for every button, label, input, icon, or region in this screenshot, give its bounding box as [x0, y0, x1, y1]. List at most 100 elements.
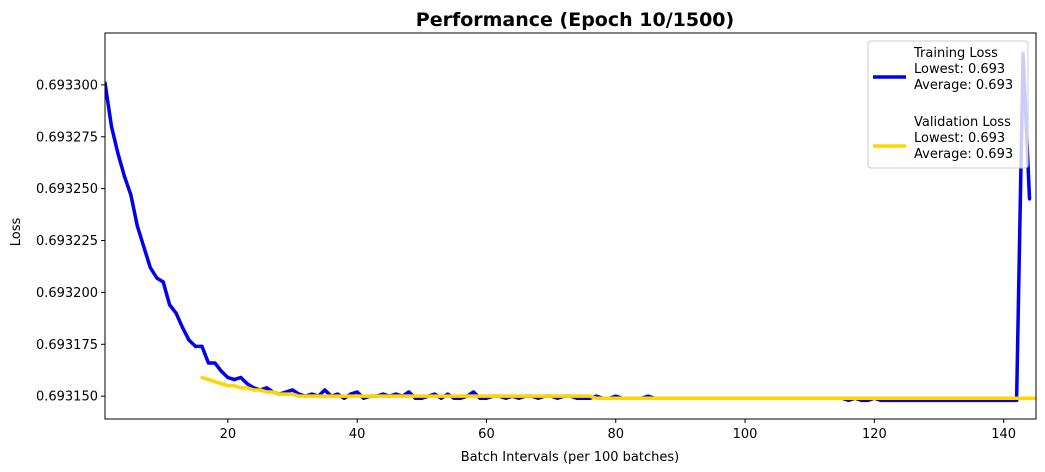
data-point — [840, 396, 844, 400]
data-point — [918, 396, 922, 400]
data-point — [245, 386, 249, 390]
data-point — [265, 386, 269, 390]
data-point — [1027, 396, 1032, 400]
data-point — [400, 394, 405, 398]
series-validation-loss — [200, 375, 1036, 400]
data-point — [239, 386, 243, 390]
data-point — [213, 380, 217, 384]
x-tick-label: 80 — [607, 427, 624, 442]
data-point — [607, 396, 611, 400]
data-point — [297, 394, 301, 398]
data-point — [271, 390, 275, 394]
data-point — [594, 396, 598, 400]
legend-label: Training Loss — [913, 46, 998, 61]
data-point — [213, 361, 217, 365]
data-point — [581, 394, 586, 398]
data-point — [717, 396, 721, 400]
data-point — [226, 384, 230, 388]
data-point — [749, 396, 754, 400]
y-tick-label: 0.693250 — [36, 182, 98, 197]
data-point — [316, 394, 320, 398]
data-point — [407, 390, 411, 394]
data-point — [362, 394, 366, 398]
data-point — [989, 396, 993, 400]
data-point — [963, 396, 967, 400]
data-point — [452, 394, 456, 398]
data-point — [407, 394, 411, 398]
data-point — [724, 396, 728, 400]
data-point — [801, 396, 805, 400]
plot-frame — [104, 32, 1037, 420]
data-point — [646, 396, 650, 400]
data-point — [193, 344, 198, 348]
data-point — [1027, 197, 1032, 201]
data-point — [465, 394, 469, 398]
legend-label: Average: 0.693 — [914, 147, 1013, 162]
data-point — [549, 394, 553, 398]
data-point — [200, 375, 204, 380]
data-point — [930, 396, 935, 400]
data-point — [303, 394, 308, 398]
legend-marker — [887, 144, 892, 148]
data-point — [200, 344, 204, 348]
data-point — [122, 174, 126, 178]
x-axis-label: Batch Intervals (per 100 batches) — [461, 450, 679, 465]
data-point — [349, 394, 353, 398]
data-point — [180, 326, 185, 330]
data-point — [161, 280, 165, 284]
data-point — [879, 396, 883, 400]
legend-box — [867, 40, 1029, 169]
data-point — [588, 394, 592, 398]
chart-title: Performance (Epoch 10/1500) — [416, 9, 734, 31]
data-point — [982, 396, 986, 400]
data-point — [290, 388, 295, 392]
data-point — [355, 394, 359, 398]
data-point — [846, 396, 851, 400]
data-point — [329, 394, 333, 398]
data-point — [905, 396, 909, 400]
series-line — [201, 375, 1036, 400]
data-point — [219, 382, 223, 386]
data-point — [439, 394, 443, 398]
data-point — [1015, 396, 1019, 400]
data-point — [239, 375, 243, 380]
data-point — [976, 396, 980, 400]
data-point — [756, 396, 760, 400]
data-point — [827, 396, 831, 400]
data-point — [814, 396, 818, 400]
data-point — [420, 394, 424, 398]
data-point — [426, 394, 430, 398]
data-point — [555, 394, 560, 398]
legend-label: Validation Loss — [914, 115, 1011, 130]
data-point — [523, 394, 527, 398]
x-tick-label: 40 — [349, 427, 366, 442]
data-point — [142, 245, 146, 249]
data-point — [174, 311, 178, 315]
y-axis-label: Loss — [9, 218, 24, 247]
data-point — [601, 396, 605, 400]
data-point — [219, 369, 223, 373]
data-point — [517, 394, 521, 398]
data-point — [620, 396, 624, 400]
data-point — [730, 396, 734, 400]
data-point — [762, 396, 767, 400]
y-tick-label: 0.693275 — [36, 130, 98, 145]
data-point — [355, 390, 359, 394]
data-point — [859, 396, 864, 400]
data-point — [872, 396, 876, 400]
data-point — [116, 151, 120, 155]
plot-area — [105, 52, 1036, 403]
data-point — [614, 396, 618, 400]
data-point — [284, 392, 288, 396]
data-point — [704, 396, 708, 400]
data-point — [232, 384, 236, 388]
data-point — [336, 394, 340, 398]
data-point — [808, 396, 812, 400]
data-point — [206, 377, 211, 382]
x-tick-label: 100 — [733, 427, 758, 442]
data-point — [627, 396, 631, 400]
legend-label: Lowest: 0.693 — [914, 131, 1005, 146]
